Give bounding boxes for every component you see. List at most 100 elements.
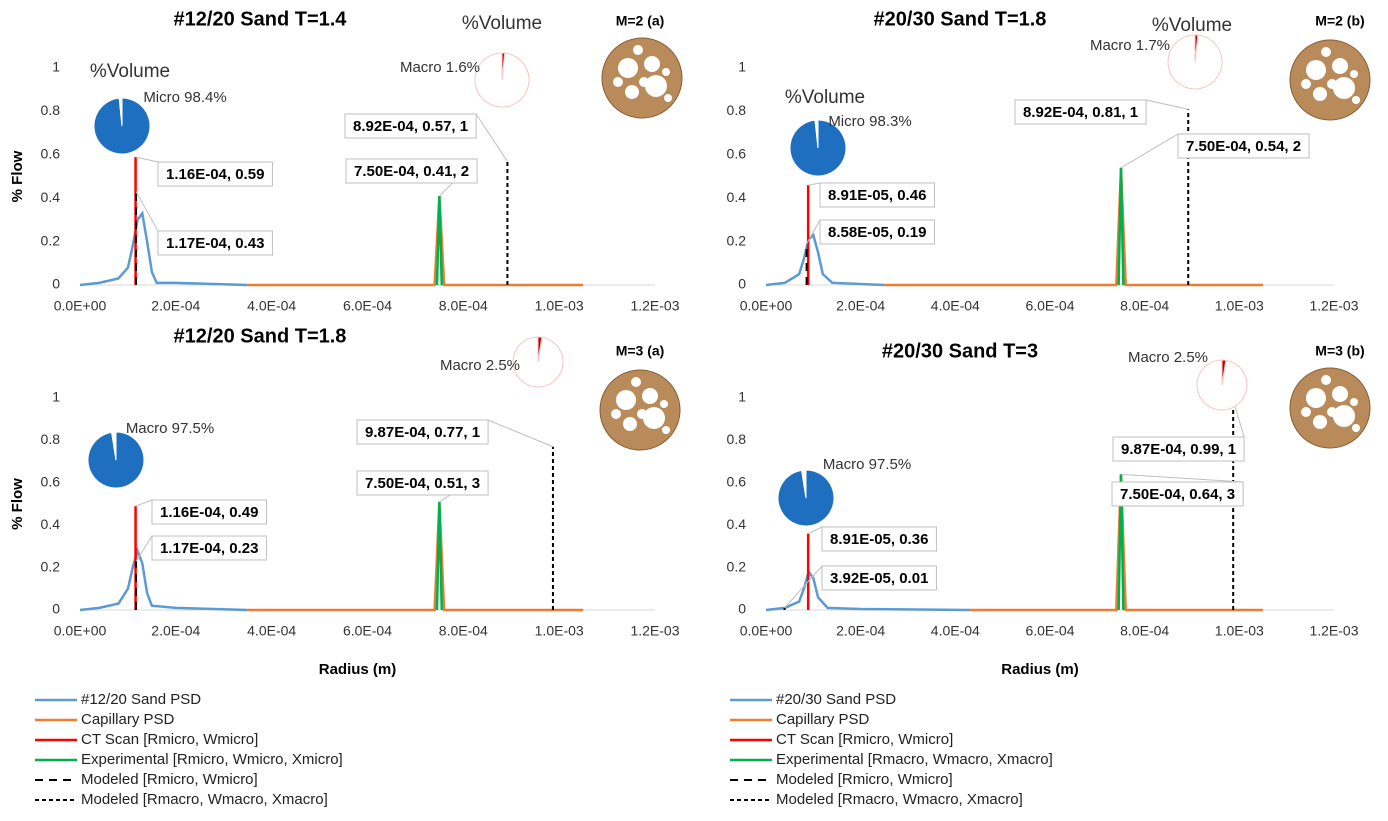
disk-pore (616, 390, 636, 410)
y-tick-label: 1 (738, 389, 746, 405)
callout-box (821, 565, 937, 591)
x-tick-label: 1.2E-03 (630, 623, 679, 639)
callout-label: 7.50E-04, 0.54, 2 (1186, 138, 1301, 155)
pie-title: %Volume (90, 61, 170, 82)
disk-pore (618, 58, 638, 78)
callout-label: 9.87E-04, 0.99, 1 (1121, 441, 1236, 458)
callout-leader (487, 419, 554, 448)
x-tick-label: 0.0E+00 (54, 623, 107, 639)
y-tick-label: 0.8 (41, 102, 61, 118)
pie-label: Micro 98.3% (828, 113, 911, 130)
pie-label: Micro 98.4% (143, 89, 226, 106)
callout-label: 8.91E-05, 0.46 (828, 187, 926, 204)
disk-pore (1350, 70, 1358, 78)
x-tick-label: 1.0E-03 (535, 298, 584, 314)
disk-pore (1313, 415, 1327, 429)
pie-slice (111, 431, 117, 461)
pie-label: Macro 2.5% (440, 357, 520, 374)
y-tick-label: 0.4 (41, 516, 61, 532)
disk-pore (1332, 58, 1348, 74)
series-line (765, 569, 970, 612)
callout-label: 1.16E-04, 0.49 (160, 504, 258, 521)
series-line (247, 195, 584, 287)
y-tick-label: 0.6 (727, 474, 747, 490)
chart-title: #20/30 Sand T=3 (882, 340, 1038, 362)
callout-box (345, 158, 478, 184)
disk-pore (625, 85, 639, 99)
pie-label: Macro 97.5% (126, 420, 214, 437)
callout-label: 8.58E-05, 0.19 (828, 224, 926, 241)
disk-pore (631, 377, 641, 387)
x-tick-label: 4.0E-04 (931, 623, 980, 639)
y-tick-label: 0.2 (41, 558, 61, 574)
pie-slice (1196, 359, 1248, 411)
callout-leader (1120, 133, 1179, 169)
callout-box (1112, 436, 1245, 462)
callout-box (819, 182, 935, 208)
y-tick-label: 0 (738, 276, 746, 292)
disk-pore (1332, 386, 1348, 402)
pie-title: %Volume (785, 87, 865, 108)
panel-tag: M=2 (a) (616, 13, 665, 29)
callout-leader (475, 113, 508, 162)
callout-box (157, 161, 273, 187)
callout-leader (135, 156, 159, 163)
y-tick-label: 0.6 (727, 146, 747, 162)
callout-leader (806, 219, 821, 245)
callout-leader (135, 191, 159, 232)
y-tick-label: 1 (52, 59, 60, 75)
callout-label: 7.50E-04, 0.64, 3 (1120, 486, 1235, 503)
disk-pore (642, 388, 658, 404)
legend-label: #20/30 Sand PSD (776, 691, 896, 708)
disk-pore (633, 45, 643, 55)
series-line (765, 232, 885, 287)
y-tick-label: 0 (738, 601, 746, 617)
callout-box (1111, 481, 1244, 507)
disk-pore (1306, 388, 1326, 408)
y-tick-label: 0.6 (41, 474, 61, 490)
callout-leader (135, 535, 153, 562)
x-tick-label: 1.2E-03 (1309, 298, 1358, 314)
disk-pore (1301, 407, 1311, 417)
callout-label: 8.91E-05, 0.36 (830, 531, 928, 548)
disk-pore (660, 400, 668, 408)
pie-slice (512, 336, 564, 388)
disk-pore (611, 409, 621, 419)
callout-label: 8.92E-04, 0.81, 1 (1023, 104, 1138, 121)
y-tick-label: 0.2 (41, 232, 61, 248)
y-tick-label: 1 (52, 389, 60, 405)
pie-label: Macro 97.5% (823, 456, 911, 473)
y-tick-label: 0.2 (727, 558, 747, 574)
x-tick-label: 6.0E-04 (1025, 298, 1074, 314)
disk-pore (1313, 87, 1327, 101)
callout-leader (1145, 99, 1189, 110)
disk-pore (1333, 77, 1355, 99)
disk-pore (664, 94, 672, 102)
legend-label: CT Scan [Rmicro, Wmicro] (776, 731, 953, 748)
x-tick-label: 8.0E-04 (1120, 298, 1169, 314)
pie-title: %Volume (462, 13, 542, 34)
y-tick-label: 0.8 (41, 431, 61, 447)
disk-pore (1327, 407, 1337, 417)
callout-box (356, 419, 489, 445)
x-tick-label: 0.0E+00 (740, 623, 793, 639)
chart-title: #20/30 Sand T=1.8 (874, 8, 1047, 30)
x-tick-label: 6.0E-04 (1025, 623, 1074, 639)
series-line (247, 501, 584, 612)
x-tick-label: 4.0E-04 (247, 623, 296, 639)
legend-label: Modeled [Rmicro, Wmicro] (776, 771, 953, 788)
pie-slice (1167, 34, 1223, 90)
panel-tag: M=2 (b) (1315, 13, 1364, 29)
pie-label: Macro 2.5% (1128, 349, 1208, 366)
callout-label: 7.50E-04, 0.51, 3 (365, 475, 480, 492)
callout-label: 9.87E-04, 0.77, 1 (365, 424, 480, 441)
callout-box (821, 526, 937, 552)
callout-box (819, 219, 935, 245)
callout-box (1177, 133, 1310, 159)
callout-label: 1.17E-04, 0.23 (160, 540, 258, 557)
y-tick-label: 0.4 (727, 516, 747, 532)
callout-leader (135, 499, 153, 507)
callout-label: 8.92E-04, 0.57, 1 (353, 118, 468, 135)
y-tick-label: 0 (52, 276, 60, 292)
